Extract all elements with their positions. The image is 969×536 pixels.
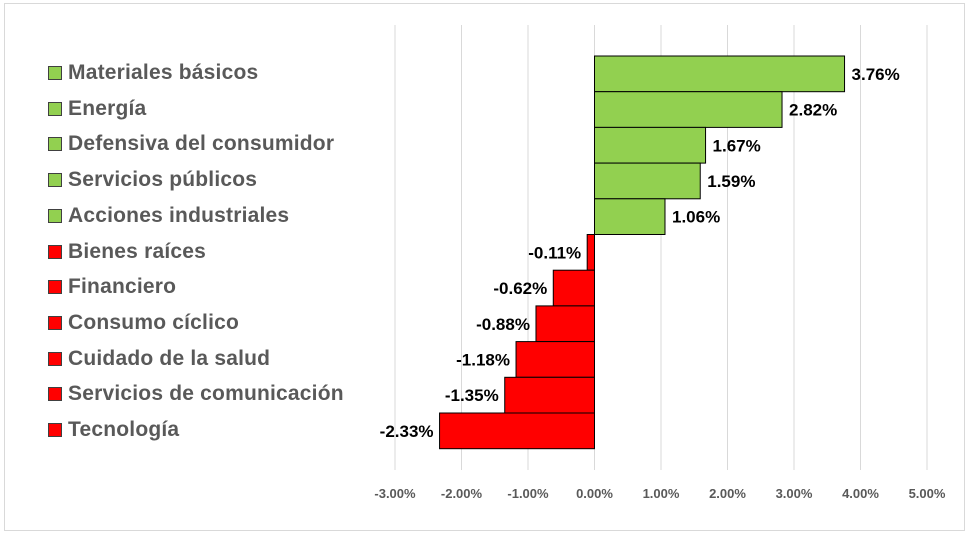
- legend-label: Financiero: [68, 275, 177, 299]
- data-label: -0.88%: [476, 315, 530, 334]
- x-tick-label: 3.00%: [776, 486, 813, 501]
- data-label: -0.11%: [528, 243, 581, 262]
- legend-label: Materiales básicos: [68, 61, 259, 84]
- x-tick-label: -1.00%: [507, 486, 549, 501]
- legend-swatch: [48, 244, 62, 259]
- legend-item: Defensiva del consumidor: [48, 132, 334, 156]
- legend-label: Bienes raíces: [68, 239, 207, 263]
- legend-swatch: [48, 315, 62, 330]
- data-label: -2.33%: [380, 422, 434, 441]
- legend-swatch: [48, 423, 62, 437]
- data-label: -1.35%: [445, 386, 499, 405]
- bar-materiales-básicos: [594, 55, 846, 93]
- bar-servicios-de-comunicación: [504, 376, 596, 414]
- x-tick-label: 0.00%: [576, 486, 613, 501]
- data-label: 1.67%: [713, 136, 761, 155]
- legend-item: Financiero: [48, 275, 176, 299]
- bar-energía: [594, 91, 783, 128]
- x-tick-label: 4.00%: [842, 486, 879, 501]
- data-label: -1.18%: [456, 350, 510, 369]
- legend-item: Materiales básicos: [48, 61, 258, 85]
- data-label: -0.62%: [493, 279, 547, 298]
- x-tick-label: 1.00%: [643, 486, 680, 501]
- legend-swatch: [48, 351, 62, 366]
- bar-tecnología: [439, 412, 595, 450]
- legend-item: Energía: [48, 97, 146, 121]
- bar-servicios-públicos: [594, 162, 701, 200]
- legend-item: Consumo cíclico: [48, 311, 239, 335]
- legend-label: Servicios de comunicación: [68, 382, 344, 406]
- data-label: 1.59%: [707, 172, 755, 191]
- data-label: 2.82%: [789, 101, 837, 120]
- x-tick-label: 5.00%: [909, 486, 946, 501]
- x-tick-label: -3.00%: [374, 486, 416, 501]
- legend-label: Tecnología: [68, 418, 180, 441]
- legend-label: Cuidado de la salud: [68, 346, 271, 370]
- legend-swatch: [48, 387, 62, 402]
- bar-acciones-industriales: [594, 198, 666, 236]
- legend-label: Acciones industriales: [68, 203, 290, 227]
- legend-item: Servicios de comunicación: [48, 382, 344, 406]
- bar-consumo-cíclico: [535, 305, 595, 343]
- legend-item: Tecnología: [48, 418, 179, 442]
- legend-swatch: [48, 208, 62, 223]
- legend-label: Defensiva del consumidor: [68, 132, 335, 156]
- legend-item: Bienes raíces: [48, 240, 206, 264]
- data-label: 1.06%: [672, 208, 720, 227]
- legend-label: Energía: [68, 96, 147, 120]
- legend-swatch: [48, 280, 62, 295]
- legend-item: Acciones industriales: [48, 204, 289, 228]
- bar-bienes-raíces: [586, 234, 595, 271]
- legend-swatch: [48, 101, 62, 116]
- bar-defensiva-del-consumidor: [594, 126, 707, 164]
- bar-cuidado-de-la-salud: [515, 341, 596, 378]
- legend-label: Consumo cíclico: [68, 310, 240, 334]
- bar-financiero: [552, 269, 596, 307]
- legend-item: Cuidado de la salud: [48, 347, 270, 371]
- x-tick-label: 2.00%: [709, 486, 746, 501]
- legend-label: Servicios públicos: [68, 168, 258, 192]
- x-tick-label: -2.00%: [441, 486, 483, 501]
- data-label: 3.76%: [852, 65, 900, 84]
- legend-swatch: [48, 137, 62, 152]
- legend-item: Servicios públicos: [48, 168, 257, 192]
- legend-swatch: [48, 66, 62, 80]
- legend-swatch: [48, 173, 62, 188]
